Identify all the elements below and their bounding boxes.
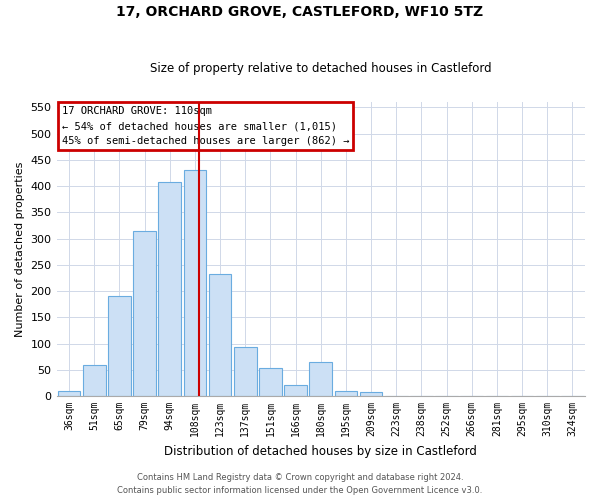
Bar <box>158 182 181 396</box>
Bar <box>209 274 232 396</box>
Title: Size of property relative to detached houses in Castleford: Size of property relative to detached ho… <box>150 62 491 74</box>
Bar <box>234 347 257 396</box>
Bar <box>335 391 357 396</box>
Bar <box>184 170 206 396</box>
Bar <box>83 364 106 396</box>
Y-axis label: Number of detached properties: Number of detached properties <box>15 162 25 336</box>
X-axis label: Distribution of detached houses by size in Castleford: Distribution of detached houses by size … <box>164 444 477 458</box>
Bar <box>310 362 332 396</box>
Bar <box>360 392 382 396</box>
Bar <box>108 296 131 396</box>
Text: 17 ORCHARD GROVE: 110sqm
← 54% of detached houses are smaller (1,015)
45% of sem: 17 ORCHARD GROVE: 110sqm ← 54% of detach… <box>62 106 349 146</box>
Text: 17, ORCHARD GROVE, CASTLEFORD, WF10 5TZ: 17, ORCHARD GROVE, CASTLEFORD, WF10 5TZ <box>116 5 484 19</box>
Text: Contains HM Land Registry data © Crown copyright and database right 2024.
Contai: Contains HM Land Registry data © Crown c… <box>118 474 482 495</box>
Bar <box>259 368 282 396</box>
Bar <box>133 230 156 396</box>
Bar <box>284 384 307 396</box>
Bar <box>58 391 80 396</box>
